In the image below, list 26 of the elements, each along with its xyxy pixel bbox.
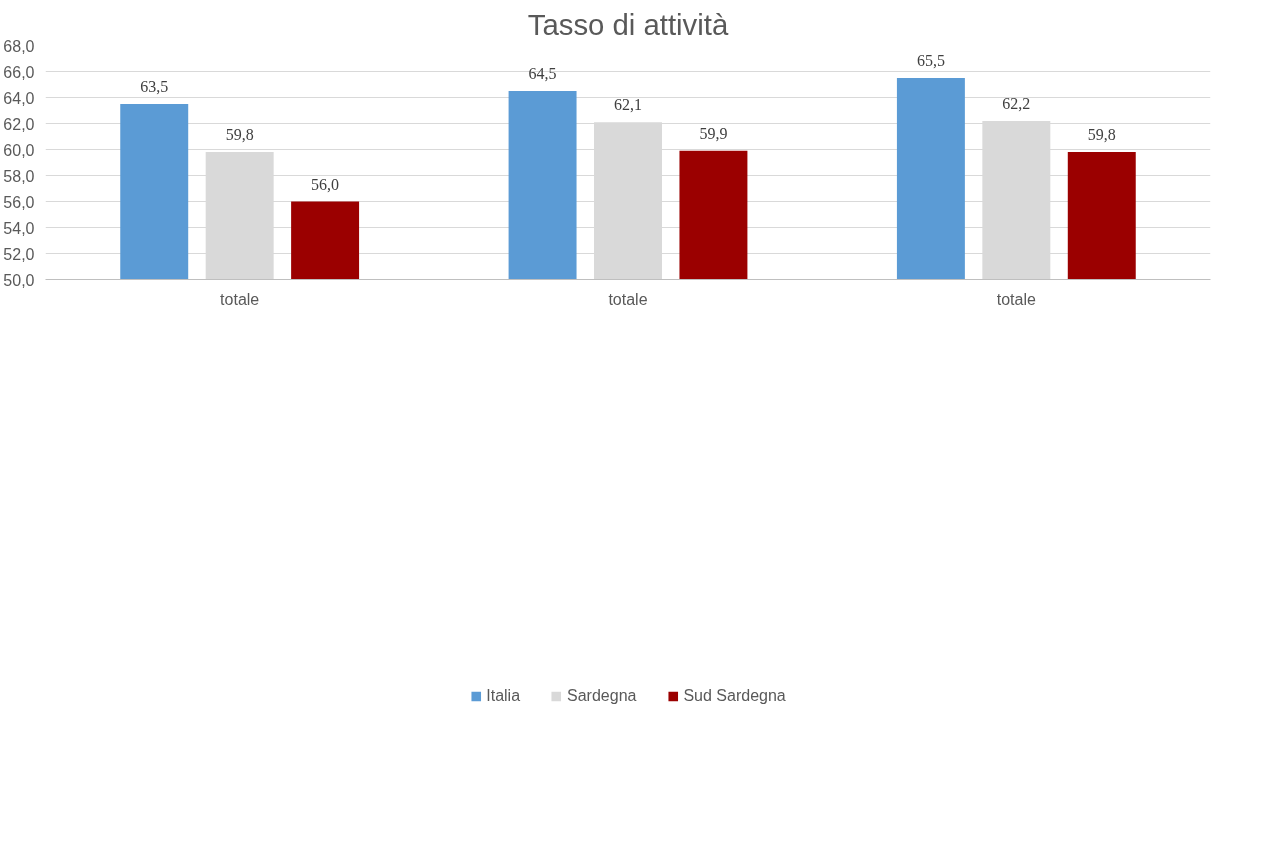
x-tick-label: totale: [996, 290, 1037, 308]
data-label: 62,2: [1002, 94, 1031, 112]
y-tick-label: 68,0: [3, 37, 35, 55]
y-tick-label: 62,0: [3, 115, 35, 133]
y-tick-label: 52,0: [3, 245, 35, 263]
y-tick-label: 58,0: [3, 167, 35, 185]
legend-label: Italia: [486, 686, 521, 705]
data-label: 59,9: [699, 124, 728, 142]
data-label: 59,8: [225, 126, 254, 144]
x-tick-label: totale: [220, 290, 260, 308]
y-tick-label: 66,0: [3, 63, 35, 81]
x-tick-label: totale: [608, 290, 648, 308]
legend-label: Sardegna: [567, 686, 637, 705]
y-tick-label: 60,0: [3, 141, 35, 159]
y-tick-label: 54,0: [3, 219, 35, 237]
data-label: 59,8: [1087, 126, 1116, 144]
data-label: 62,1: [614, 96, 642, 114]
data-label: 63,5: [140, 78, 169, 95]
chart-title: Tasso di attività: [527, 7, 729, 41]
data-label: 56,0: [311, 175, 340, 193]
y-tick-label: 64,0: [3, 89, 35, 107]
y-tick-label: 50,0: [3, 271, 35, 289]
legend-label: Sud Sardegna: [683, 686, 786, 705]
data-label: 65,5: [916, 52, 945, 69]
y-tick-label: 56,0: [3, 193, 35, 211]
data-label: 64,5: [528, 65, 557, 82]
